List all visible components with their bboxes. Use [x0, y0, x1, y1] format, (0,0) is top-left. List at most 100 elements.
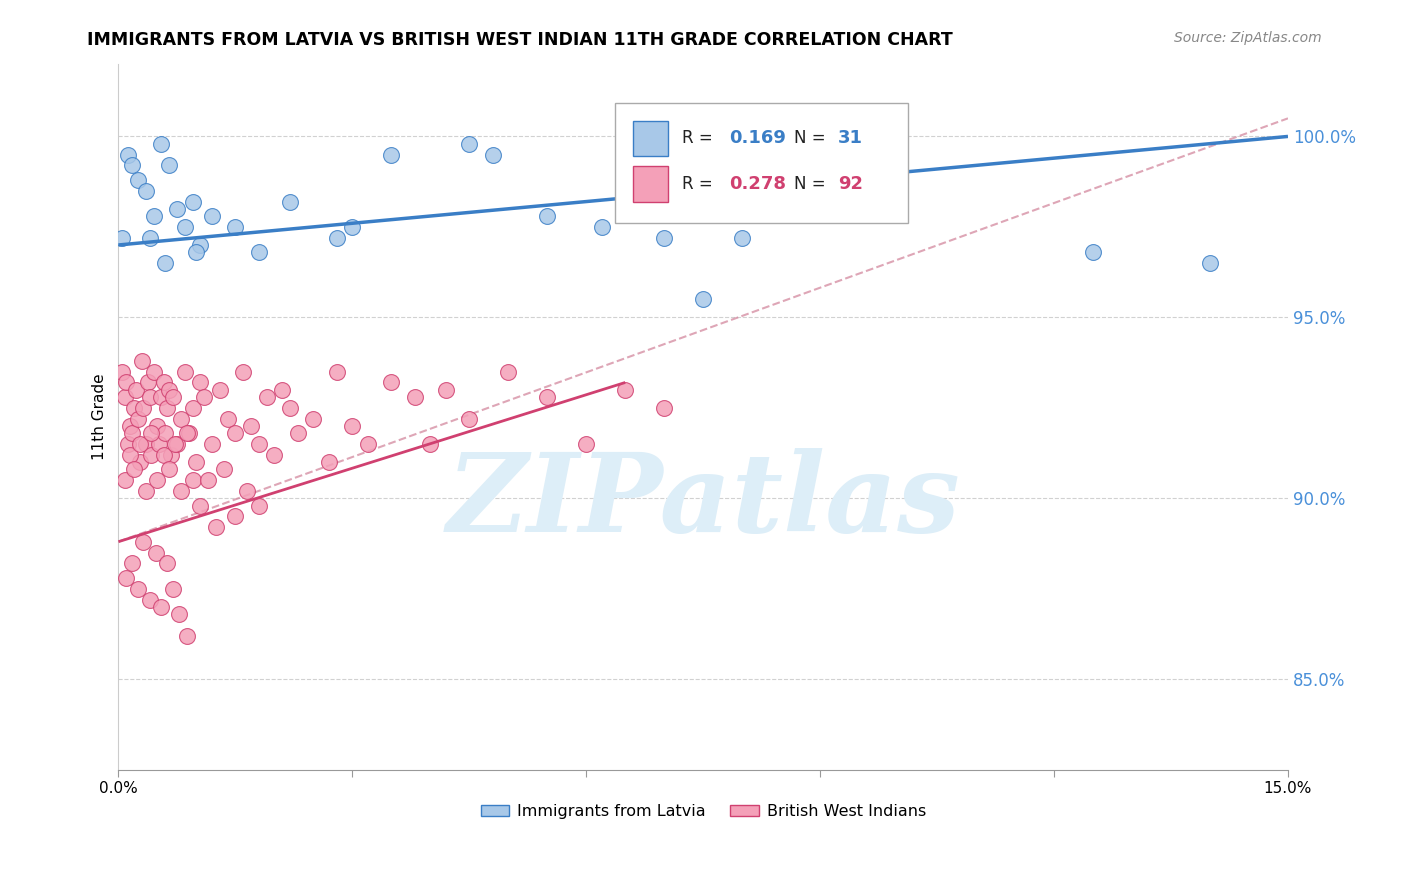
Point [181, 473, 204, 487]
Point [160, 448, 183, 462]
Point [136, 376, 159, 390]
Point [224, 426, 246, 441]
Point [208, 383, 231, 397]
Point [188, 376, 211, 390]
Point [173, 219, 195, 234]
Point [247, 437, 270, 451]
Point [122, 401, 145, 415]
FancyBboxPatch shape [633, 167, 668, 202]
Point [652, 401, 675, 415]
Point [146, 418, 169, 433]
Point [278, 401, 301, 415]
Point [181, 194, 204, 209]
Point [188, 238, 211, 252]
Point [129, 455, 152, 469]
Point [342, 219, 364, 234]
Point [138, 592, 160, 607]
Point [170, 411, 193, 425]
Point [114, 473, 136, 487]
Point [591, 219, 613, 234]
Point [162, 390, 184, 404]
Point [419, 437, 441, 451]
Point [380, 147, 402, 161]
Point [166, 437, 188, 451]
Point [536, 209, 558, 223]
Point [111, 231, 134, 245]
Point [135, 483, 157, 498]
Point [181, 401, 204, 415]
Point [536, 390, 558, 404]
Text: R =: R = [682, 129, 713, 147]
Point [205, 520, 228, 534]
Point [256, 390, 278, 404]
Legend: Immigrants from Latvia, British West Indians: Immigrants from Latvia, British West Ind… [474, 797, 932, 825]
Point [111, 365, 134, 379]
Text: IMMIGRANTS FROM LATVIA VS BRITISH WEST INDIAN 11TH GRADE CORRELATION CHART: IMMIGRANTS FROM LATVIA VS BRITISH WEST I… [87, 31, 953, 49]
Point [156, 557, 179, 571]
Point [115, 376, 138, 390]
Point [132, 534, 155, 549]
Point [127, 173, 149, 187]
Text: N =: N = [794, 175, 827, 193]
Point [127, 411, 149, 425]
Point [458, 411, 481, 425]
Point [150, 390, 173, 404]
Point [498, 365, 520, 379]
Text: 92: 92 [838, 175, 863, 193]
Point [122, 462, 145, 476]
Point [224, 219, 246, 234]
Text: Source: ZipAtlas.com: Source: ZipAtlas.com [1174, 31, 1322, 45]
Point [236, 483, 259, 498]
Text: ZIPatlas: ZIPatlas [446, 448, 960, 556]
Point [127, 582, 149, 596]
Point [278, 194, 301, 209]
Point [135, 437, 157, 451]
Point [141, 448, 163, 462]
Point [138, 231, 160, 245]
Point [652, 231, 675, 245]
Point [115, 571, 138, 585]
Point [186, 455, 208, 469]
Text: 31: 31 [838, 129, 863, 147]
Point [142, 365, 165, 379]
Text: 0.278: 0.278 [728, 175, 786, 193]
Point [326, 365, 349, 379]
Point [201, 437, 224, 451]
Point [156, 401, 179, 415]
Point [124, 383, 146, 397]
Point [326, 231, 349, 245]
Point [217, 411, 239, 425]
Point [146, 473, 169, 487]
Point [114, 390, 136, 404]
Point [162, 582, 184, 596]
Point [302, 411, 325, 425]
Point [731, 231, 754, 245]
Point [1081, 245, 1104, 260]
Point [148, 437, 170, 451]
Point [152, 448, 174, 462]
Point [212, 462, 235, 476]
Point [481, 147, 503, 161]
Point [247, 499, 270, 513]
Point [176, 629, 198, 643]
Point [247, 245, 270, 260]
Point [177, 426, 200, 441]
Point [287, 426, 309, 441]
Point [117, 437, 139, 451]
Point [141, 426, 163, 441]
Point [167, 607, 190, 621]
Point [380, 376, 402, 390]
Point [318, 455, 340, 469]
Text: 0.169: 0.169 [728, 129, 786, 147]
Point [188, 499, 211, 513]
Point [434, 383, 457, 397]
Point [692, 292, 714, 306]
Point [166, 202, 188, 216]
Point [121, 426, 143, 441]
Point [117, 147, 139, 161]
Text: R =: R = [682, 175, 713, 193]
Text: N =: N = [794, 129, 827, 147]
Point [201, 209, 224, 223]
FancyBboxPatch shape [633, 120, 668, 156]
Point [155, 426, 177, 441]
